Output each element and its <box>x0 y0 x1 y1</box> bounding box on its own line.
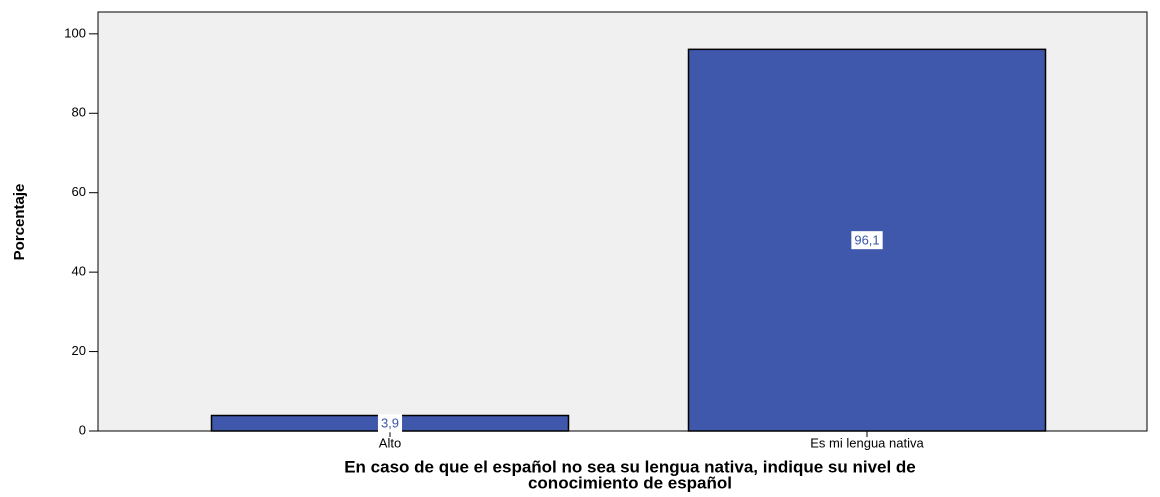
x-axis-label: conocimiento de español <box>528 473 732 492</box>
y-tick-label: 40 <box>72 264 86 279</box>
y-tick-label: 80 <box>72 105 86 120</box>
y-tick-label: 100 <box>64 25 86 40</box>
y-tick-label: 20 <box>72 343 86 358</box>
x-tick-label: Alto <box>379 435 401 450</box>
x-tick-label: Es mi lengua nativa <box>810 435 924 450</box>
value-label-box <box>377 414 403 433</box>
y-tick-label: 0 <box>79 422 86 437</box>
x-axis-label: En caso de que el español no sea su leng… <box>344 457 916 476</box>
y-tick-label: 60 <box>72 184 86 199</box>
value-label-box <box>851 231 883 250</box>
value-label: 96,1 <box>854 233 879 248</box>
value-label: 3,9 <box>381 416 399 431</box>
y-axis-label: Porcentaje <box>11 184 28 261</box>
